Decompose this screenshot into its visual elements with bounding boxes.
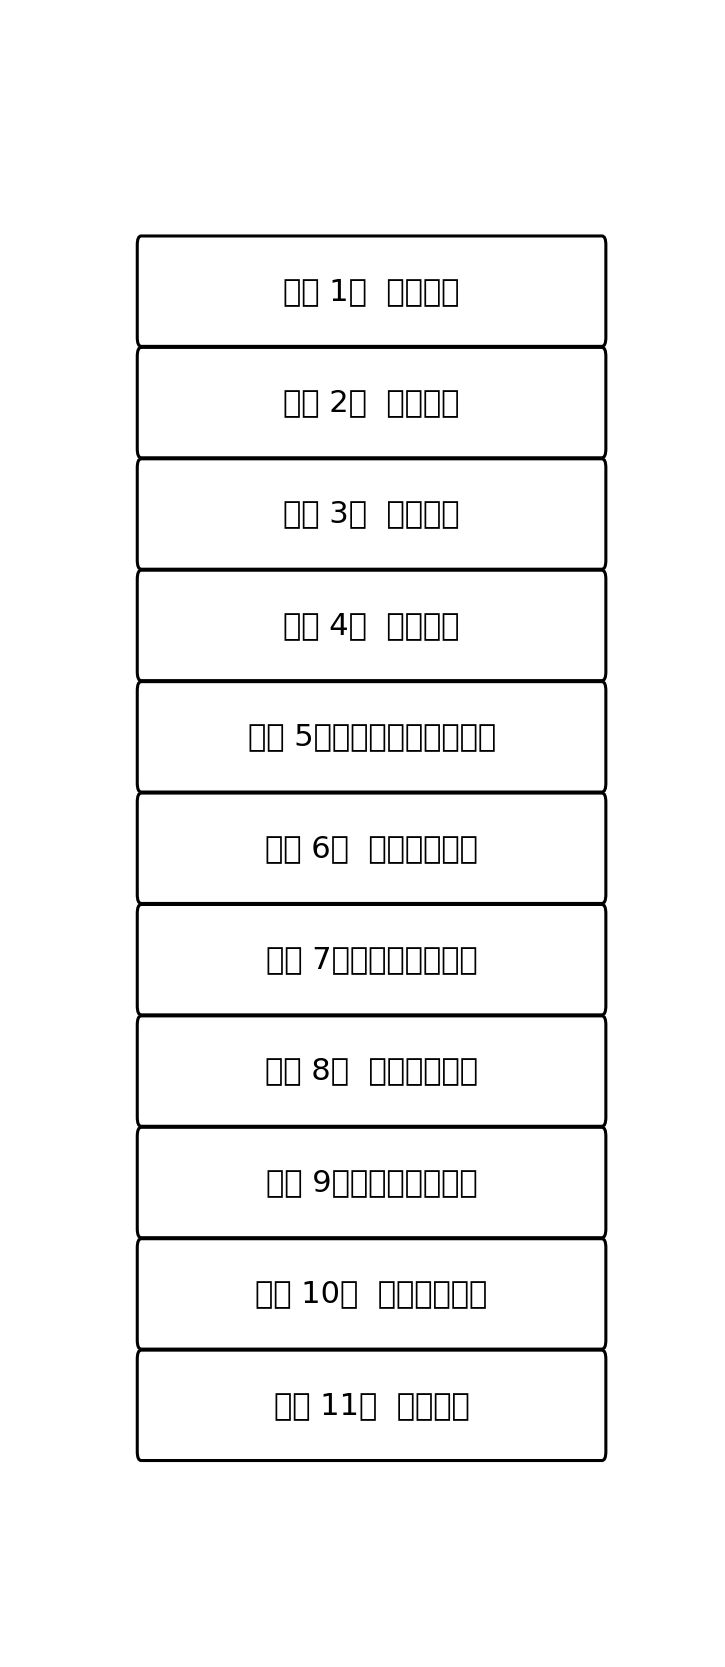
Text: 步骤 3：  桩头凿除: 步骤 3： 桩头凿除: [283, 500, 460, 528]
Text: 步骤 10：  承台混凝土养: 步骤 10： 承台混凝土养: [255, 1279, 488, 1309]
FancyBboxPatch shape: [137, 237, 606, 347]
FancyBboxPatch shape: [137, 570, 606, 680]
Text: 步骤 1：  测量定位: 步骤 1： 测量定位: [283, 277, 460, 305]
FancyBboxPatch shape: [137, 1015, 606, 1127]
FancyBboxPatch shape: [137, 1239, 606, 1349]
Text: 步骤 5：基底清理及垫层施工: 步骤 5：基底清理及垫层施工: [247, 722, 496, 752]
Text: 步骤 9：承台混凝土施工: 步骤 9：承台混凝土施工: [266, 1169, 477, 1197]
FancyBboxPatch shape: [137, 682, 606, 792]
FancyBboxPatch shape: [137, 347, 606, 458]
FancyBboxPatch shape: [137, 905, 606, 1015]
Text: 步骤 2：  基坑开挖: 步骤 2： 基坑开挖: [283, 388, 460, 417]
FancyBboxPatch shape: [137, 1350, 606, 1460]
Text: 步骤 11：  基坑回填: 步骤 11： 基坑回填: [273, 1390, 470, 1420]
FancyBboxPatch shape: [137, 458, 606, 568]
Text: 步骤 4：  桩基检测: 步骤 4： 桩基检测: [283, 610, 460, 640]
Text: 步骤 6：  承台钢筋施工: 步骤 6： 承台钢筋施工: [265, 834, 478, 864]
Text: 步骤 7：承台预埋钢筋精: 步骤 7：承台预埋钢筋精: [266, 945, 477, 974]
FancyBboxPatch shape: [137, 793, 606, 904]
Text: 步骤 8：  承台模板施工: 步骤 8： 承台模板施工: [265, 1057, 478, 1085]
FancyBboxPatch shape: [137, 1127, 606, 1237]
